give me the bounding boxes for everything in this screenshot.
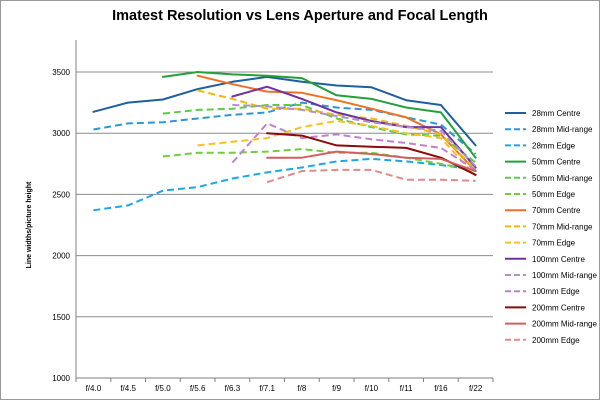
legend-label: 100mm Mid-range bbox=[532, 271, 597, 280]
legend-label: 28mm Centre bbox=[532, 109, 581, 118]
y-tick-label: 2000 bbox=[52, 252, 70, 261]
legend-label: 200mm Mid-range bbox=[532, 320, 597, 329]
series-line bbox=[162, 148, 476, 173]
y-tick-label: 3000 bbox=[52, 129, 70, 138]
series-line bbox=[93, 101, 477, 155]
axes: 1000 1500 2000 2500 3000 3500 f/4.0 f/4.5 f/5.0 f… bbox=[52, 40, 494, 393]
x-tick-label: f/6.3 bbox=[225, 384, 241, 393]
series-line bbox=[266, 150, 477, 173]
x-tick-label: f/4.5 bbox=[120, 384, 136, 393]
series-line bbox=[92, 75, 477, 147]
legend-label: 70mm Mid-range bbox=[532, 222, 593, 231]
x-tick-label: f/11 bbox=[400, 384, 413, 393]
series-line bbox=[231, 85, 477, 169]
legend: 28mm Centre 28mm Mid-range 28mm Edge 50mm C… bbox=[505, 109, 597, 345]
legend-label: 28mm Mid-range bbox=[532, 125, 593, 134]
series-line bbox=[197, 120, 477, 177]
x-tick-label: f/16 bbox=[434, 384, 448, 393]
legend-label: 100mm Centre bbox=[532, 255, 585, 264]
x-tick-label: f/10 bbox=[365, 384, 379, 393]
series-line bbox=[232, 104, 477, 167]
series-lines bbox=[92, 71, 477, 212]
gridlines bbox=[76, 71, 493, 318]
legend-label: 200mm Centre bbox=[532, 303, 585, 312]
legend-label: 50mm Edge bbox=[532, 190, 576, 199]
y-tick-label: 1500 bbox=[52, 313, 70, 322]
y-tick-label: 3500 bbox=[52, 68, 70, 77]
legend-label: 50mm Centre bbox=[532, 158, 581, 167]
series-line bbox=[197, 89, 477, 171]
x-tick-label: f/5.6 bbox=[190, 384, 206, 393]
x-tick-label: f/22 bbox=[469, 384, 483, 393]
legend-label: 70mm Edge bbox=[532, 239, 576, 248]
y-tick-label: 2500 bbox=[52, 190, 70, 199]
series-line bbox=[93, 157, 476, 212]
series-line bbox=[231, 122, 477, 171]
x-tick-label: f/7.1 bbox=[259, 384, 275, 393]
legend-label: 70mm Centre bbox=[532, 206, 581, 215]
legend-label: 28mm Edge bbox=[532, 141, 576, 150]
x-tick-label: f/8 bbox=[297, 384, 306, 393]
x-tick-label: f/4.0 bbox=[86, 384, 102, 393]
x-tick-label: f/9 bbox=[332, 384, 341, 393]
x-tick-label: f/5.0 bbox=[155, 384, 171, 393]
legend-label: 100mm Edge bbox=[532, 287, 580, 296]
series-line bbox=[266, 168, 476, 184]
chart-title: Imatest Resolution vs Lens Aperture and … bbox=[112, 8, 488, 24]
legend-label: 200mm Edge bbox=[532, 336, 580, 345]
legend-label: 50mm Mid-range bbox=[532, 174, 593, 183]
series-line bbox=[266, 132, 477, 176]
y-tick-label: 1000 bbox=[52, 374, 70, 383]
y-axis-label: Line widths/picture height bbox=[26, 181, 33, 268]
series-line bbox=[161, 71, 477, 159]
